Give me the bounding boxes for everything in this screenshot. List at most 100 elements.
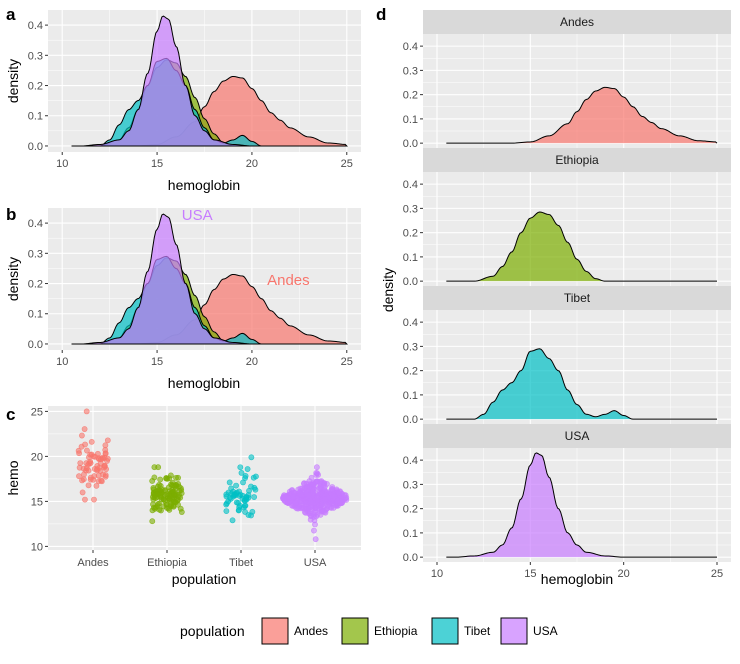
panel-b-x-ticks: 10 15 20 25	[56, 350, 353, 368]
point-andes	[82, 496, 88, 503]
y-tick-label: 0.4	[403, 179, 418, 191]
panel-b-x-title: hemoglobin	[168, 375, 240, 391]
point-usa	[306, 483, 312, 490]
point-usa	[314, 470, 321, 477]
point-usa	[290, 489, 297, 496]
facet-strip	[423, 148, 731, 172]
point-andes	[77, 460, 84, 466]
y-tick-label: 20	[31, 451, 43, 463]
panel-a-x-title: hemoglobin	[168, 177, 240, 193]
point-tibet	[250, 474, 257, 481]
x-tick-label: 20	[618, 568, 630, 580]
point-usa	[312, 536, 319, 543]
panel-a-y-ticks: 0.0 0.1 0.2 0.3 0.4	[28, 20, 48, 153]
point-tibet	[248, 483, 254, 490]
density-area-tibet	[446, 348, 717, 420]
panel-c-y-title: hemo	[5, 460, 21, 495]
y-tick-label: 0.0	[28, 339, 43, 351]
point-andes	[81, 426, 88, 432]
x-tick-label: 15	[151, 158, 163, 170]
point-tibet	[228, 485, 235, 492]
panel-b-areas	[71, 213, 348, 345]
panel-c-y-ticks: 10 15 20 25	[31, 406, 48, 553]
y-tick-label: 0.1	[28, 309, 43, 321]
y-tick-label: 0.2	[28, 279, 43, 291]
annotation-andes: Andes	[267, 272, 310, 289]
panel-d-facet-stack: Andes 0.0 0.1 0.2 0.3 0.4 Ethiopia 0.0 0.1 0.2 0.3…	[403, 10, 731, 564]
panel-a-y-title: density	[5, 59, 21, 103]
density-area-usa	[71, 213, 347, 345]
point-andes	[79, 477, 85, 484]
point-usa	[312, 521, 318, 528]
point-ethiopia	[163, 475, 170, 481]
y-tick-label: 0.1	[403, 114, 418, 126]
point-ethiopia	[177, 505, 184, 512]
panel-b-density-annotated: 0.0 0.1 0.2 0.3 0.4 10 15 20 25 USA Andes hemog…	[5, 207, 361, 391]
point-usa	[302, 499, 309, 506]
point-ethiopia	[155, 464, 162, 471]
y-tick-label: 0.4	[403, 41, 418, 53]
point-tibet	[226, 479, 233, 486]
point-usa	[335, 490, 342, 497]
x-tick-label: 10	[56, 158, 68, 170]
panel-a-areas	[71, 15, 348, 147]
point-andes	[83, 465, 90, 472]
point-andes	[85, 482, 92, 489]
point-usa	[329, 486, 336, 493]
point-ethiopia	[171, 490, 178, 497]
point-usa	[281, 497, 288, 504]
facet-strip-label: Tibet	[564, 291, 591, 305]
y-tick-label: 0.0	[403, 414, 418, 426]
panel-letter-b: b	[6, 205, 16, 224]
panel-c-x-title: population	[172, 571, 237, 587]
density-line-usa	[446, 452, 717, 558]
point-usa	[307, 497, 314, 504]
facet-strip-label: Andes	[560, 15, 594, 29]
point-andes	[91, 496, 97, 503]
y-tick-label: 0.4	[28, 218, 43, 230]
x-tick-label: 25	[341, 158, 353, 170]
point-tibet	[229, 517, 236, 524]
point-andes	[88, 438, 95, 445]
y-tick-label: 0.3	[28, 248, 43, 260]
point-andes	[81, 471, 87, 478]
panel-letter-d: d	[376, 5, 386, 24]
point-usa	[334, 498, 341, 505]
point-andes	[79, 489, 86, 496]
legend-key-tibet	[431, 617, 459, 645]
point-tibet	[223, 508, 230, 514]
point-andes	[97, 468, 104, 474]
point-ethiopia	[166, 495, 173, 502]
point-ethiopia	[167, 500, 174, 507]
point-tibet	[237, 464, 244, 471]
facet-strip	[423, 424, 731, 448]
point-usa	[292, 499, 299, 506]
point-andes	[97, 456, 104, 463]
panel-a-density-overlay: 0.0 0.1 0.2 0.3 0.4 10 15 20 25 hemoglobin dens…	[5, 10, 361, 193]
point-ethiopia	[151, 474, 158, 481]
point-tibet	[245, 512, 252, 518]
point-usa	[304, 491, 311, 498]
point-usa	[321, 483, 328, 490]
legend-label-tibet: Tibet	[464, 624, 491, 638]
y-tick-label: 0.1	[403, 390, 418, 402]
panel-d-y-title: density	[380, 268, 396, 312]
y-tick-label: 0.3	[403, 203, 418, 215]
x-tick-label: 20	[246, 158, 258, 170]
legend-label-ethiopia: Ethiopia	[374, 624, 418, 638]
point-tibet	[242, 502, 249, 509]
point-andes	[102, 450, 109, 457]
point-andes	[78, 443, 85, 450]
point-tibet	[242, 475, 248, 481]
point-andes	[98, 477, 105, 484]
panel-c-x-ticks: Andes Ethiopia Tibet USA	[77, 550, 327, 569]
point-andes	[79, 432, 85, 439]
point-andes	[84, 447, 90, 454]
point-usa	[313, 464, 320, 471]
y-tick-label: 15	[31, 496, 43, 508]
x-tick-label: USA	[304, 557, 327, 569]
point-ethiopia	[157, 482, 164, 489]
point-ethiopia	[149, 518, 156, 525]
x-tick-label: 15	[524, 568, 536, 580]
point-tibet	[223, 501, 230, 508]
